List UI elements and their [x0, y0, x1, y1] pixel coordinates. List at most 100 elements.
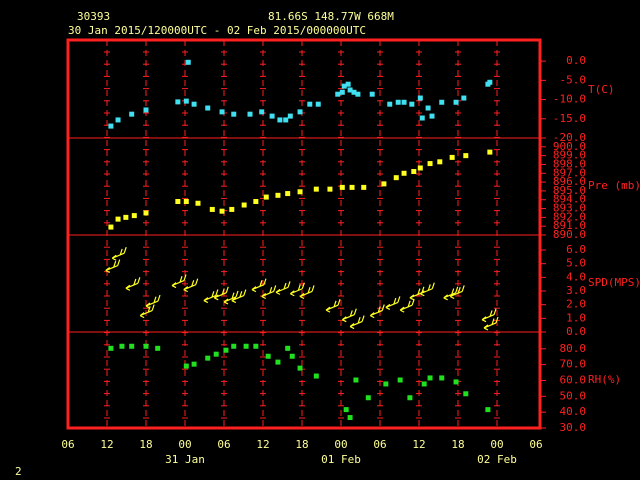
panel-label: Pre (mb) — [588, 179, 640, 192]
data-point — [407, 395, 413, 401]
data-point — [361, 184, 367, 190]
data-point — [143, 343, 149, 349]
data-point — [369, 91, 375, 97]
data-point — [381, 181, 387, 187]
data-point — [175, 198, 181, 204]
data-point — [108, 123, 114, 129]
wind-barb — [275, 281, 291, 295]
y-tick-label: 898.0 — [553, 157, 586, 170]
data-point — [453, 99, 459, 105]
data-point — [143, 210, 149, 216]
data-point — [259, 109, 265, 115]
y-tick-label: 5.0 — [566, 257, 586, 270]
x-tick-label: 06 — [529, 438, 542, 451]
data-point — [417, 95, 423, 101]
data-point — [335, 91, 341, 97]
data-point — [401, 99, 407, 105]
data-point — [463, 153, 469, 159]
x-tick-label: 00 — [178, 438, 191, 451]
wind-barb — [203, 289, 219, 304]
data-point — [155, 345, 161, 351]
x-tick-label: 18 — [451, 438, 464, 451]
plot-frame — [66, 38, 542, 430]
data-point — [143, 107, 149, 113]
data-point — [263, 194, 269, 200]
data-point — [463, 391, 469, 397]
data-point — [219, 208, 225, 214]
wind-barb — [419, 282, 435, 297]
data-point — [461, 95, 467, 101]
data-point — [401, 170, 407, 176]
y-tick-label: 894.0 — [553, 193, 586, 206]
x-tick-label: 12 — [412, 438, 425, 451]
panel-label: T(C) — [588, 83, 615, 96]
data-point — [231, 343, 237, 349]
data-point — [108, 345, 114, 351]
wind-barb — [111, 247, 127, 261]
wind-barb — [231, 289, 247, 304]
y-tick-label: 2.0 — [566, 298, 586, 311]
x-tick-label: 00 — [490, 438, 503, 451]
data-point — [347, 87, 353, 93]
data-point — [487, 79, 493, 85]
wind-barb — [481, 308, 497, 323]
data-point — [425, 105, 431, 111]
wind-barb — [483, 316, 499, 331]
y-tick-label: 1.0 — [566, 311, 586, 324]
data-point — [285, 191, 291, 197]
x-tick-label: 00 — [334, 438, 347, 451]
data-point — [339, 184, 345, 190]
data-point — [213, 351, 219, 357]
data-point — [247, 111, 253, 117]
date-label: 01 Feb — [321, 453, 361, 466]
data-point — [185, 59, 191, 65]
data-point — [269, 113, 275, 119]
time-period: 30 Jan 2015/120000UTC - 02 Feb 2015/0000… — [68, 24, 366, 37]
data-point — [313, 373, 319, 379]
x-tick-label: 18 — [295, 438, 308, 451]
y-tick-label: 30.0 — [560, 421, 587, 434]
data-point — [411, 169, 417, 175]
data-point — [231, 111, 237, 117]
data-point — [365, 395, 371, 401]
y-tick-label: -15.0 — [553, 112, 586, 125]
y-tick-label: -10.0 — [553, 93, 586, 106]
y-tick-label: 60.0 — [560, 373, 587, 386]
data-point — [195, 200, 201, 206]
x-tick-label: 06 — [217, 438, 230, 451]
wind-barb — [125, 277, 141, 291]
data-point — [183, 98, 189, 104]
data-point — [343, 407, 349, 413]
wind-barb — [299, 285, 315, 300]
data-point — [219, 109, 225, 115]
data-point — [421, 381, 427, 387]
data-point — [119, 343, 125, 349]
data-point — [297, 365, 303, 371]
data-point — [205, 355, 211, 361]
data-point — [487, 149, 493, 155]
data-point — [191, 361, 197, 367]
y-tick-label: 895.0 — [553, 184, 586, 197]
data-point — [307, 101, 313, 107]
y-tick-label: 892.0 — [553, 210, 586, 223]
wind-barb — [349, 315, 365, 330]
data-point — [355, 91, 361, 97]
wind-barb — [213, 286, 229, 301]
data-point — [449, 154, 455, 160]
y-tick-label: 3.0 — [566, 284, 586, 297]
data-point — [297, 109, 303, 115]
date-label: 31 Jan — [165, 453, 205, 466]
data-point — [209, 206, 215, 212]
x-tick-label: 06 — [61, 438, 74, 451]
wind-barb — [443, 286, 459, 301]
data-point — [183, 363, 189, 369]
data-point — [175, 99, 181, 105]
wind-barb — [183, 278, 199, 293]
data-point — [115, 216, 121, 222]
data-point — [395, 99, 401, 105]
data-point — [265, 353, 271, 359]
data-point — [229, 206, 235, 212]
wind-barb — [449, 285, 465, 300]
data-point — [243, 343, 249, 349]
